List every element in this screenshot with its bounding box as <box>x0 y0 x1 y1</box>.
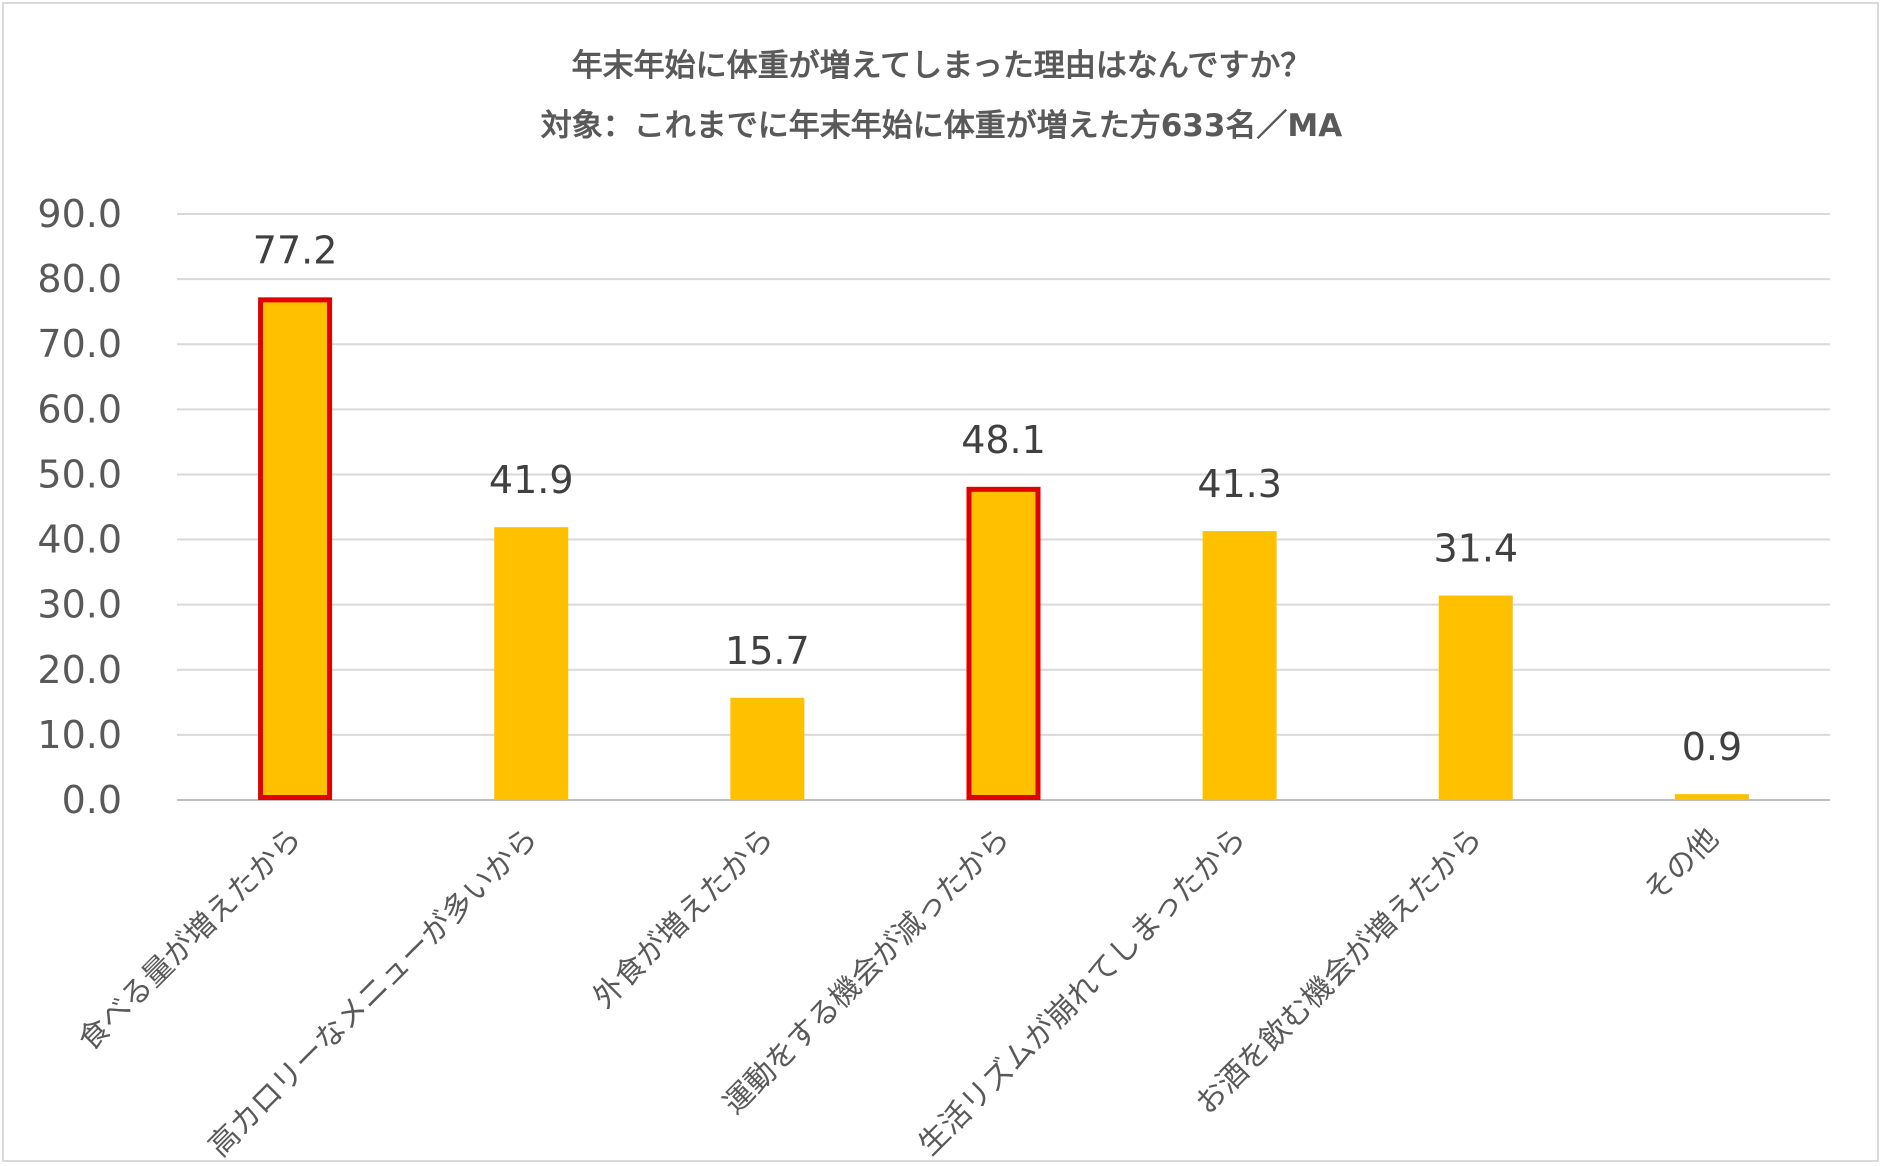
y-tick-label: 70.0 <box>37 322 122 366</box>
bar <box>494 527 569 800</box>
bar <box>730 697 805 800</box>
x-tick-label: 食べる量が増えたから <box>72 821 309 1058</box>
x-tick-label: その他 <box>1637 821 1725 909</box>
y-tick-label: 30.0 <box>37 583 122 627</box>
data-label: 41.9 <box>489 458 574 502</box>
y-tick-label: 50.0 <box>37 452 122 496</box>
data-label: 77.2 <box>253 228 338 272</box>
bars <box>258 297 1749 800</box>
chart-subtitle: 対象：これまでに年末年始に体重が増えた方633名／MA <box>540 108 1343 144</box>
bar <box>966 486 1041 800</box>
bar <box>1202 531 1277 800</box>
data-label: 41.3 <box>1197 462 1282 506</box>
data-label: 48.1 <box>961 418 1046 462</box>
bar <box>1438 595 1513 800</box>
data-label: 31.4 <box>1433 527 1518 571</box>
y-tick-label: 40.0 <box>37 518 122 562</box>
x-tick-label: お酒を飲む機会が増えたから <box>1189 821 1490 1122</box>
data-labels: 77.2 41.9 15.7 48.1 41.3 31.4 0.9 <box>253 228 1742 769</box>
bar <box>258 297 333 800</box>
x-tick-label: 外食が増えたから <box>587 821 781 1015</box>
data-label: 15.7 <box>725 629 810 673</box>
data-label: 0.9 <box>1682 725 1742 769</box>
bar <box>1674 794 1749 800</box>
y-tick-label: 90.0 <box>37 192 122 236</box>
y-tick-label: 0.0 <box>62 778 122 822</box>
y-axis-ticks: 0.0 10.0 20.0 30.0 40.0 50.0 60.0 70.0 80.0 90.0 <box>37 192 122 822</box>
y-tick-label: 60.0 <box>37 387 122 431</box>
y-tick-label: 80.0 <box>37 257 122 301</box>
chart-title: 年末年始に体重が増えてしまった理由はなんですか？ <box>571 48 1312 84</box>
y-tick-label: 20.0 <box>37 648 122 692</box>
y-tick-label: 10.0 <box>37 713 122 757</box>
